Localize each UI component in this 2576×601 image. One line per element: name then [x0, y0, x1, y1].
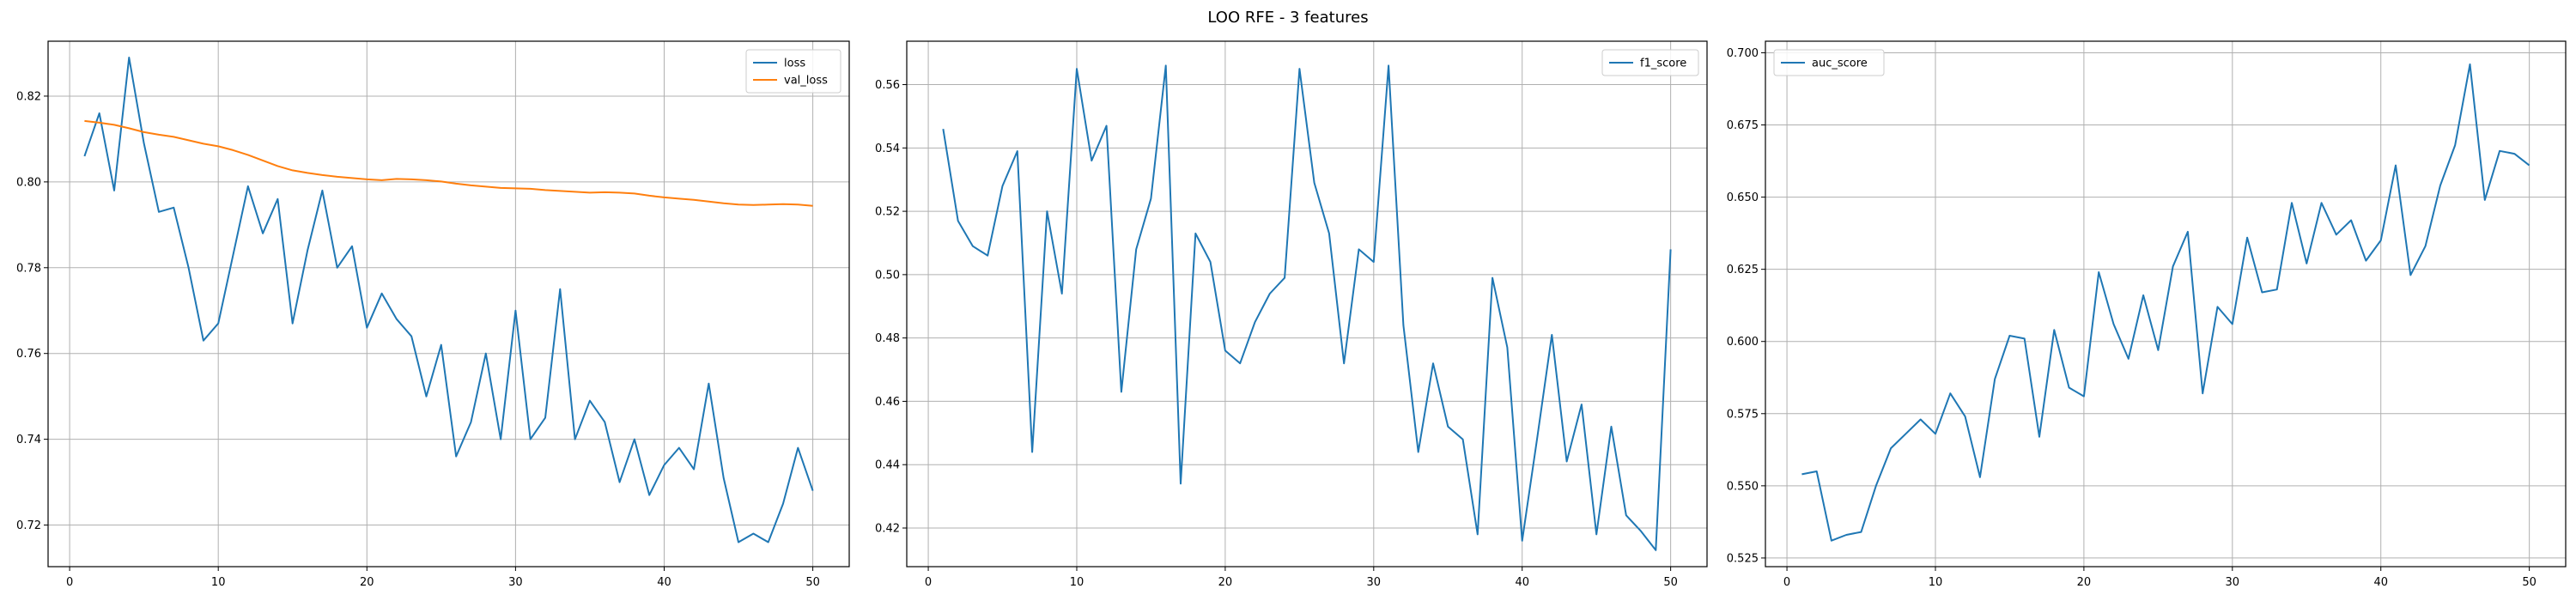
x-tick-label: 30: [1367, 576, 1382, 589]
series-line-val-loss: [84, 119, 813, 207]
legend-box: [745, 49, 841, 94]
legend-box: [1773, 49, 1885, 76]
legend: f1_score: [1601, 49, 1699, 76]
axes-frame: [906, 40, 1708, 568]
x-tick-label: 30: [2226, 576, 2240, 589]
y-tick-label: 0.78: [16, 262, 41, 275]
x-tick-label: 20: [1218, 576, 1233, 589]
x-tick-label: 0: [66, 576, 73, 589]
y-tick-label: 0.48: [875, 332, 900, 345]
x-tick-label: 40: [657, 576, 671, 589]
y-tick-label: 0.700: [1727, 47, 1759, 60]
y-tick-label: 0.575: [1727, 408, 1759, 421]
legend: loss val_loss: [745, 49, 841, 94]
chart-panel-3: 0 10 20 30 40 50 0.525 0.550 0.575 0.600 0.625 0.65…: [1727, 40, 2567, 589]
x-tick-label: 10: [1929, 576, 1943, 589]
y-tick-label: 0.82: [16, 90, 41, 103]
y-tick-label: 0.525: [1727, 552, 1759, 565]
x-tick-label: 30: [508, 576, 523, 589]
y-tick-label: 0.550: [1727, 480, 1759, 493]
y-tick-label: 0.42: [875, 522, 900, 535]
legend-box: [1601, 49, 1699, 76]
y-tick-label: 0.675: [1727, 119, 1759, 132]
y-tick-label: 0.46: [875, 396, 900, 409]
x-tick-label: 0: [1783, 576, 1790, 589]
x-tick-label: 50: [2522, 576, 2537, 589]
x-tick-label: 40: [1515, 576, 1529, 589]
x-tick-label: 0: [925, 576, 932, 589]
y-tick-label: 0.76: [16, 348, 41, 361]
y-tick-label: 0.50: [875, 269, 900, 282]
y-tick-label: 0.80: [16, 176, 41, 189]
x-tick-label: 50: [1663, 576, 1678, 589]
x-tick-label: 10: [1070, 576, 1084, 589]
chart-panel-1: 0 10 20 30 40 50 0.72 0.74 0.76 0.78 0.80 0.82 loss v…: [16, 40, 850, 589]
chart-panel-2: 0 10 20 30 40 50 0.42 0.44 0.46 0.48 0.50 0.52 0.54 0…: [875, 40, 1708, 589]
legend-label: val_loss: [784, 75, 828, 88]
series-line-auc-score: [1801, 63, 2530, 542]
figure-title: LOO RFE - 3 features: [1207, 9, 1369, 27]
x-tick-label: 50: [805, 576, 820, 589]
x-tick-label: 10: [211, 576, 226, 589]
legend-label: f1_score: [1640, 58, 1686, 70]
y-tick-label: 0.625: [1727, 264, 1759, 276]
y-tick-label: 0.52: [875, 206, 900, 219]
x-tick-label: 20: [2077, 576, 2092, 589]
legend: auc_score: [1773, 49, 1885, 76]
y-tick-label: 0.600: [1727, 336, 1759, 349]
x-tick-label: 20: [360, 576, 374, 589]
x-tick-label: 40: [2373, 576, 2388, 589]
legend-label: auc_score: [1812, 58, 1868, 70]
legend-label: loss: [784, 58, 805, 70]
y-tick-label: 0.44: [875, 459, 900, 472]
axes-frame: [47, 40, 850, 568]
y-tick-label: 0.74: [16, 434, 41, 446]
series-line-loss: [83, 57, 814, 543]
series-line-f1-score: [942, 64, 1672, 551]
y-tick-label: 0.650: [1727, 191, 1759, 204]
axes-frame: [1765, 40, 2567, 568]
y-tick-label: 0.72: [16, 519, 41, 532]
y-tick-label: 0.54: [875, 143, 900, 155]
y-tick-label: 0.56: [875, 79, 900, 92]
